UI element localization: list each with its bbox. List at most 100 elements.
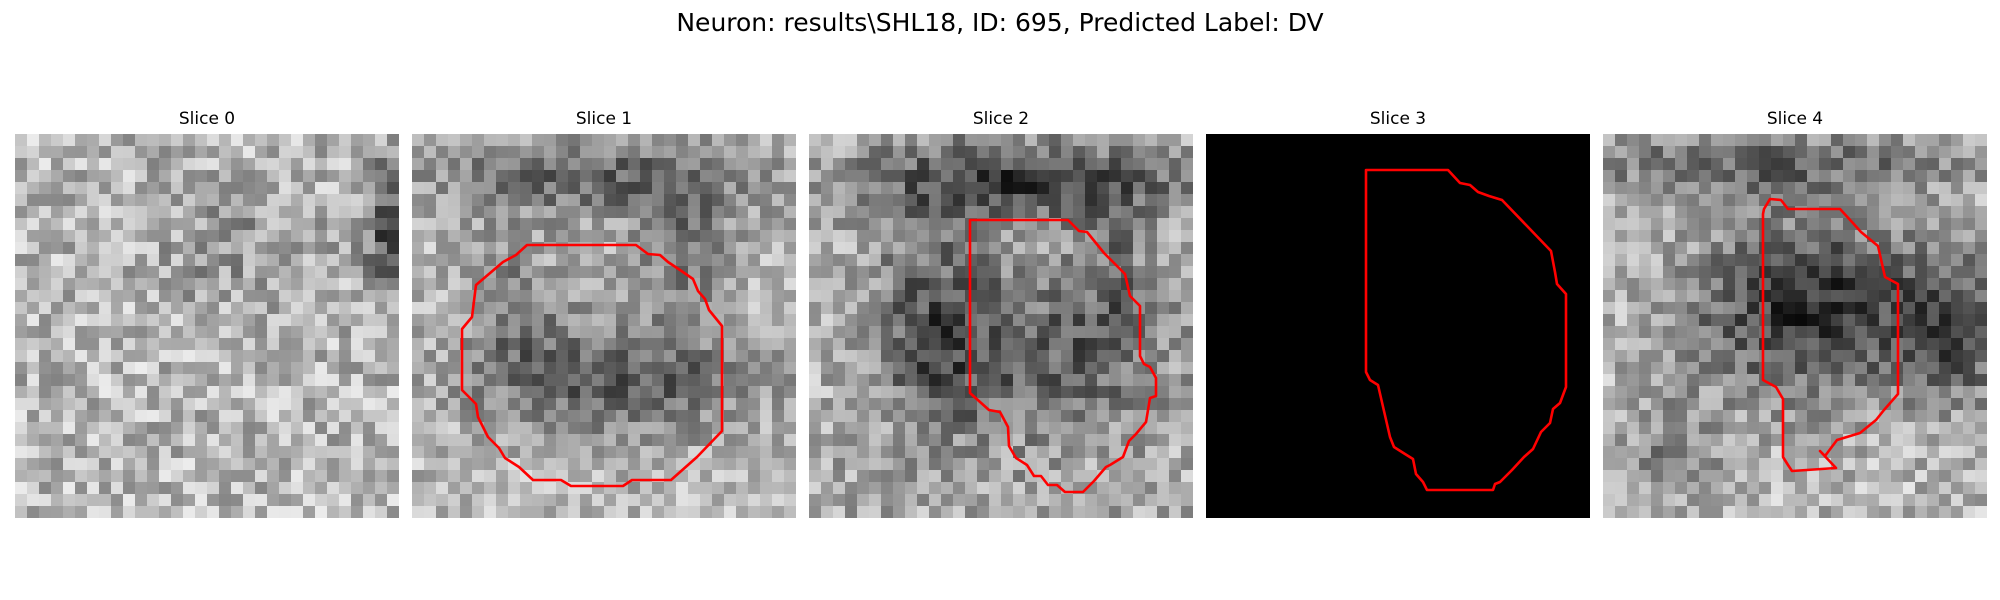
pixel-cell xyxy=(1037,206,1050,219)
pixel-cell xyxy=(1891,242,1904,255)
pixel-cell xyxy=(412,350,425,363)
pixel-cell xyxy=(99,326,112,339)
pixel-cell xyxy=(387,362,399,375)
pixel-cell xyxy=(1615,386,1628,399)
pixel-cell xyxy=(1639,362,1652,375)
pixel-cell xyxy=(772,230,785,243)
pixel-cell xyxy=(1627,206,1640,219)
pixel-cell xyxy=(448,434,461,447)
pixel-cell xyxy=(604,434,617,447)
pixel-cell xyxy=(1975,290,1987,303)
pixel-cell xyxy=(496,374,509,387)
pixel-cell xyxy=(484,170,497,183)
pixel-cell xyxy=(580,422,593,435)
pixel-cell xyxy=(1783,230,1796,243)
pixel-cell xyxy=(375,374,388,387)
pixel-cell xyxy=(592,290,605,303)
pixel-cell xyxy=(1061,422,1074,435)
pixel-cell xyxy=(592,134,605,147)
pixel-cell xyxy=(1687,302,1700,315)
pixel-cell xyxy=(1109,374,1122,387)
pixel-cell xyxy=(784,362,796,375)
pixel-cell xyxy=(448,338,461,351)
pixel-cell xyxy=(219,314,232,327)
pixel-cell xyxy=(87,398,100,411)
pixel-cell xyxy=(1639,386,1652,399)
pixel-cell xyxy=(412,434,425,447)
pixel-cell xyxy=(580,218,593,231)
pixel-cell xyxy=(1121,326,1134,339)
pixel-cell xyxy=(375,482,388,495)
pixel-cell xyxy=(977,182,990,195)
pixel-cell xyxy=(736,302,749,315)
pixel-cell xyxy=(568,254,581,267)
pixel-cell xyxy=(809,494,822,507)
pixel-cell xyxy=(1085,218,1098,231)
pixel-cell xyxy=(472,302,485,315)
pixel-cell xyxy=(255,254,268,267)
pixel-cell xyxy=(604,338,617,351)
pixel-cell xyxy=(147,218,160,231)
pixel-cell xyxy=(1831,278,1844,291)
pixel-cell xyxy=(941,338,954,351)
pixel-cell xyxy=(833,386,846,399)
pixel-cell xyxy=(315,434,328,447)
pixel-cell xyxy=(881,410,894,423)
pixel-cell xyxy=(387,314,399,327)
pixel-cell xyxy=(1169,170,1182,183)
pixel-cell xyxy=(941,374,954,387)
pixel-cell xyxy=(664,410,677,423)
pixel-cell xyxy=(977,194,990,207)
pixel-cell xyxy=(1747,326,1760,339)
pixel-cell xyxy=(652,374,665,387)
pixel-cell xyxy=(219,410,232,423)
pixel-cell xyxy=(351,446,364,459)
pixel-cell xyxy=(1639,194,1652,207)
pixel-cell xyxy=(1759,158,1772,171)
pixel-cell xyxy=(580,182,593,195)
pixel-cell xyxy=(544,398,557,411)
pixel-cell xyxy=(857,362,870,375)
pixel-cell xyxy=(99,182,112,195)
pixel-cell xyxy=(1013,410,1026,423)
slice-image xyxy=(412,134,796,518)
pixel-cell xyxy=(484,302,497,315)
pixel-cell xyxy=(1109,326,1122,339)
pixel-cell xyxy=(1663,230,1676,243)
pixel-cell xyxy=(676,398,689,411)
pixel-cell xyxy=(183,386,196,399)
pixel-cell xyxy=(712,170,725,183)
pixel-cell xyxy=(809,230,822,243)
pixel-cell xyxy=(1073,302,1086,315)
pixel-cell xyxy=(231,278,244,291)
pixel-cell xyxy=(363,170,376,183)
pixel-cell xyxy=(1013,374,1026,387)
pixel-cell xyxy=(496,182,509,195)
pixel-cell xyxy=(243,182,256,195)
pixel-cell xyxy=(1145,194,1158,207)
pixel-cell xyxy=(1879,446,1892,459)
pixel-cell xyxy=(327,266,340,279)
pixel-cell xyxy=(1879,206,1892,219)
pixel-cell xyxy=(508,398,521,411)
pixel-cell xyxy=(1747,302,1760,315)
pixel-cell xyxy=(1109,350,1122,363)
pixel-cell xyxy=(1831,254,1844,267)
pixel-cell xyxy=(339,374,352,387)
pixel-cell xyxy=(1013,434,1026,447)
pixel-cell xyxy=(760,230,773,243)
pixel-cell xyxy=(27,446,40,459)
pixel-cell xyxy=(315,218,328,231)
pixel-cell xyxy=(1061,278,1074,291)
pixel-cell xyxy=(291,374,304,387)
pixel-cell xyxy=(893,314,906,327)
pixel-cell xyxy=(628,482,641,495)
pixel-cell xyxy=(1975,446,1987,459)
pixel-cell xyxy=(929,446,942,459)
pixel-cell xyxy=(1735,182,1748,195)
pixel-cell xyxy=(1097,422,1110,435)
pixel-cell xyxy=(412,506,425,518)
pixel-cell xyxy=(676,506,689,518)
pixel-cell xyxy=(27,266,40,279)
pixel-cell xyxy=(1735,302,1748,315)
